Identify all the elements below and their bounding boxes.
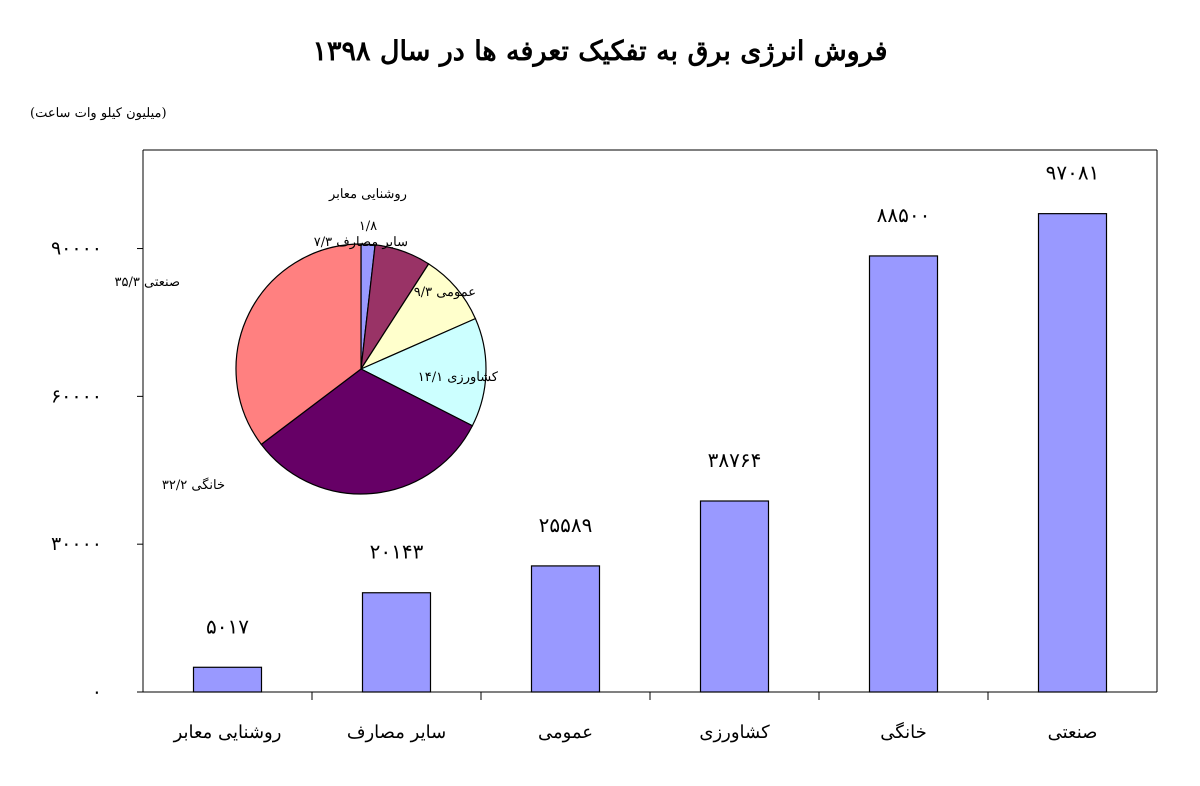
- x-axis: روشنایی معابر سایر مصارف عمومی کشاورزی خانگی…: [173, 692, 1098, 743]
- bar-data-label: ۹۷۰۸۱: [1046, 161, 1100, 185]
- x-tick-label: روشنایی معابر: [173, 722, 282, 743]
- bar-data-label: ۸۸۵۰۰: [877, 203, 931, 227]
- chart-title: فروش انرژی برق به تفکیک تعرفه ها در سال …: [312, 36, 888, 67]
- x-tick-label: خانگی: [880, 721, 927, 743]
- y-tick-label: ۰: [92, 681, 102, 703]
- bar-data-label: ۲۵۵۸۹: [539, 513, 593, 537]
- bar-series: ۵۰۱۷ ۲۰۱۴۳ ۲۵۵۸۹ ۳۸۷۶۴ ۸۸۵۰۰ ۹۷۰۸۱: [192, 161, 1108, 693]
- pie-slice-label: صنعتی ۳۵/۳: [115, 275, 180, 290]
- pie-slice-label: کشاورزی ۱۴/۱: [418, 370, 499, 385]
- x-tick-label: سایر مصارف: [347, 722, 446, 743]
- y-axis-unit-label: (میلیون کیلو وات ساعت): [30, 106, 167, 121]
- pie-slice-label: روشنایی معابر: [328, 187, 407, 202]
- x-tick-label: صنعتی: [1048, 722, 1098, 743]
- bar: [868, 255, 939, 693]
- bar-data-label: ۵۰۱۷: [206, 614, 249, 638]
- bar-data-label: ۲۰۱۴۳: [370, 540, 424, 564]
- bar: [530, 565, 601, 693]
- bar: [1037, 213, 1108, 693]
- bar: [699, 500, 770, 693]
- bar: [361, 592, 432, 693]
- y-axis: ۰ ۳۰۰۰۰ ۶۰۰۰۰ ۹۰۰۰۰: [51, 238, 143, 703]
- pie-slice: [359, 317, 487, 427]
- x-tick-label: کشاورزی: [699, 722, 770, 743]
- bar-data-label: ۳۸۷۶۴: [708, 448, 762, 472]
- x-tick-label: عمومی: [538, 722, 593, 743]
- pie-slice-label: عمومی ۹/۳: [414, 285, 476, 300]
- pie-slice-label: خانگی ۳۲/۲: [162, 477, 225, 493]
- y-tick-label: ۶۰۰۰۰: [51, 385, 102, 407]
- y-tick-label: ۳۰۰۰۰: [51, 533, 102, 555]
- pie-slice-label: سایر مصارف ۷/۳: [314, 235, 408, 250]
- bar: [192, 666, 263, 693]
- y-tick-label: ۹۰۰۰۰: [51, 238, 102, 260]
- pie-slice: [235, 243, 362, 446]
- pie-slice-label: ۱/۸: [359, 219, 377, 234]
- pie-slice: [260, 368, 474, 495]
